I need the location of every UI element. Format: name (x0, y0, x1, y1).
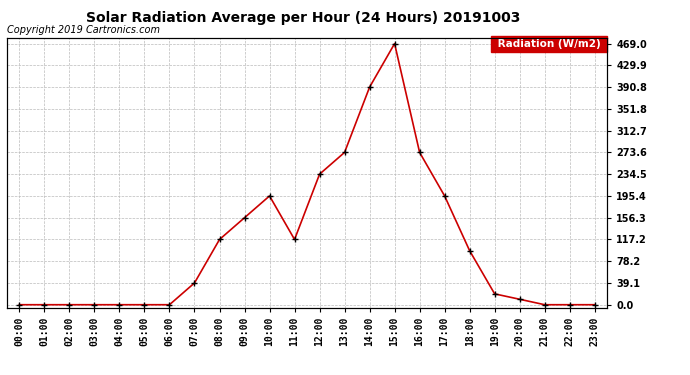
Text: Solar Radiation Average per Hour (24 Hours) 20191003: Solar Radiation Average per Hour (24 Hou… (86, 11, 521, 25)
Text: Copyright 2019 Cartronics.com: Copyright 2019 Cartronics.com (7, 25, 160, 35)
Text: Radiation (W/m2): Radiation (W/m2) (494, 39, 604, 49)
